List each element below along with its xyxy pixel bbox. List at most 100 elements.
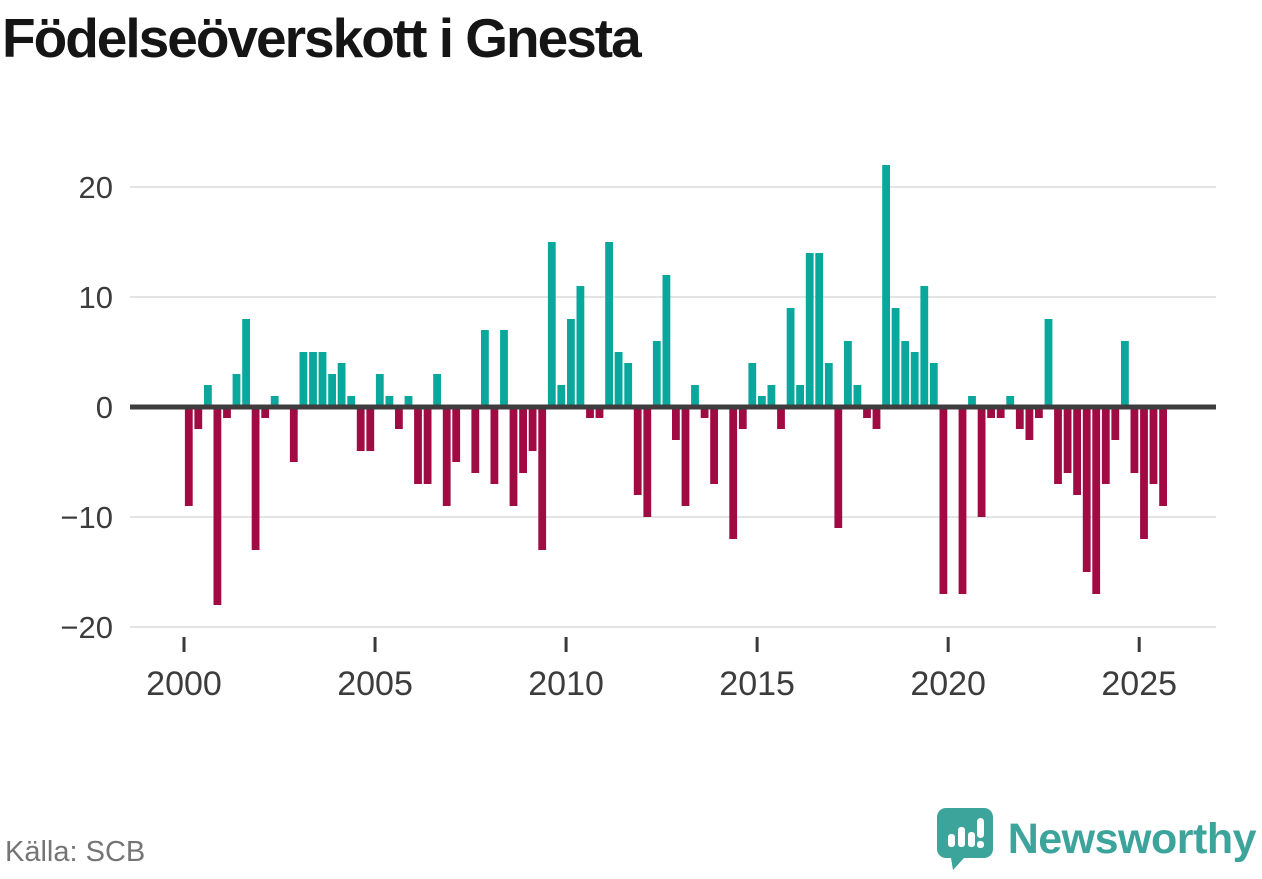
bar-2006Q4 xyxy=(442,407,451,506)
bar-2021Q2 xyxy=(996,407,1005,418)
bar-2016Q2 xyxy=(805,253,814,407)
bar-2019Q1 xyxy=(910,352,919,407)
bar-2003Q2 xyxy=(309,352,317,407)
bar-2006Q3 xyxy=(433,374,441,407)
bar-2010Q2 xyxy=(576,286,585,407)
bar-2005Q2 xyxy=(385,396,394,407)
bar-2004Q3 xyxy=(356,407,365,451)
bar-2009Q1 xyxy=(528,407,537,451)
y-axis-label-20: 20 xyxy=(79,170,113,205)
x-axis-label-2005: 2005 xyxy=(337,665,413,703)
bar-2005Q4 xyxy=(404,396,413,407)
bar-2009Q2 xyxy=(538,407,547,550)
bar-2023Q1 xyxy=(1063,407,1072,473)
bar-2008Q3 xyxy=(509,407,518,506)
bar-2020Q3 xyxy=(968,396,976,407)
bar-2023Q4 xyxy=(1092,407,1101,594)
bar-2025Q3 xyxy=(1159,407,1167,506)
bar-2018Q2 xyxy=(882,165,890,407)
bar-2004Q2 xyxy=(347,396,356,407)
bar-2007Q4 xyxy=(481,330,489,407)
bar-2015Q3 xyxy=(777,407,785,429)
bar-2022Q1 xyxy=(1025,407,1034,440)
bar-2005Q3 xyxy=(395,407,403,429)
bar-2012Q4 xyxy=(672,407,680,440)
bar-2013Q3 xyxy=(700,407,709,418)
bar-2024Q1 xyxy=(1101,407,1110,484)
bar-2009Q3 xyxy=(547,242,556,407)
bar-2002Q4 xyxy=(289,407,298,462)
bar-2021Q1 xyxy=(987,407,995,418)
bar-2020Q4 xyxy=(977,407,986,517)
bar-2016Q3 xyxy=(815,253,824,407)
bar-2013Q4 xyxy=(710,407,718,484)
bar-2003Q3 xyxy=(318,352,327,407)
bar-2025Q1 xyxy=(1140,407,1148,539)
bar-2021Q4 xyxy=(1015,407,1024,429)
bar-2015Q1 xyxy=(758,396,766,407)
bar-2012Q3 xyxy=(662,275,671,407)
bar-2019Q3 xyxy=(929,363,938,407)
bar-2011Q4 xyxy=(633,407,642,495)
bar-2001Q1 xyxy=(223,407,231,418)
bar-2018Q4 xyxy=(901,341,910,407)
bar-2001Q2 xyxy=(232,374,241,407)
bar-2000Q2 xyxy=(194,407,203,429)
x-axis-label-2020: 2020 xyxy=(910,665,986,703)
y-axis-label--10: −10 xyxy=(60,500,113,535)
bar-2018Q3 xyxy=(891,308,900,407)
bar-2021Q3 xyxy=(1006,396,1015,407)
source-label: Källa: SCB xyxy=(5,836,146,868)
bar-2010Q1 xyxy=(567,319,575,407)
bar-2005Q1 xyxy=(375,374,384,407)
bar-2022Q4 xyxy=(1054,407,1062,484)
bar-2017Q1 xyxy=(834,407,843,528)
bar-2010Q3 xyxy=(586,407,594,418)
x-axis-label-2010: 2010 xyxy=(528,665,604,703)
bar-2004Q4 xyxy=(366,407,375,451)
bar-2020Q2 xyxy=(958,407,967,594)
bar-2011Q1 xyxy=(605,242,613,407)
newsworthy-wordmark: Newsworthy xyxy=(1007,814,1257,863)
bar-2006Q2 xyxy=(423,407,432,484)
bar-2008Q4 xyxy=(519,407,527,473)
newsworthy-branding: Newsworthy xyxy=(936,807,1257,871)
bar-2002Q1 xyxy=(261,407,270,418)
x-axis-label-2015: 2015 xyxy=(719,665,795,703)
bar-2003Q1 xyxy=(299,352,308,407)
x-axis-label-2000: 2000 xyxy=(146,665,222,703)
bar-2001Q3 xyxy=(242,319,250,407)
bar-2015Q4 xyxy=(786,308,795,407)
bar-2024Q2 xyxy=(1111,407,1120,440)
bar-2019Q2 xyxy=(920,286,929,407)
bar-2008Q2 xyxy=(500,330,508,407)
x-axis-label-2025: 2025 xyxy=(1101,665,1177,703)
bar-2000Q4 xyxy=(213,407,222,605)
bar-2015Q2 xyxy=(767,385,776,407)
page-title: Födelseöverskott i Gnesta xyxy=(2,7,642,69)
bar-2009Q4 xyxy=(557,385,566,407)
bar-2016Q4 xyxy=(824,363,833,407)
newsworthy-logo-icon xyxy=(936,808,993,870)
bar-2007Q1 xyxy=(452,407,461,462)
bar-2006Q1 xyxy=(414,407,422,484)
bar-2022Q3 xyxy=(1044,319,1053,407)
bar-2001Q4 xyxy=(251,407,260,550)
bar-2014Q2 xyxy=(729,407,738,539)
bar-2014Q3 xyxy=(738,407,747,429)
bar-2011Q3 xyxy=(624,363,633,407)
bar-2012Q2 xyxy=(652,341,661,407)
bar-2017Q4 xyxy=(863,407,871,418)
bar-2024Q3 xyxy=(1121,341,1129,407)
bar-2004Q1 xyxy=(337,363,346,407)
bar-2019Q4 xyxy=(939,407,948,594)
bar-2008Q1 xyxy=(490,407,499,484)
bar-2000Q1 xyxy=(184,407,193,506)
bar-2023Q3 xyxy=(1082,407,1091,572)
bar-2018Q1 xyxy=(872,407,881,429)
bar-2007Q3 xyxy=(471,407,480,473)
y-axis-label--20: −20 xyxy=(60,610,113,645)
bar-2017Q2 xyxy=(844,341,852,407)
bar-2012Q1 xyxy=(643,407,652,517)
